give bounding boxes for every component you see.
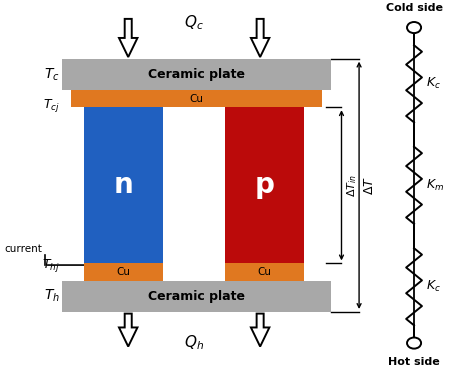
Bar — [225, 107, 304, 263]
Circle shape — [407, 337, 421, 349]
Text: $T_{cj}$: $T_{cj}$ — [43, 97, 60, 114]
Text: Ceramic plate: Ceramic plate — [148, 68, 245, 81]
Text: $Q_h$: $Q_h$ — [184, 334, 204, 352]
Text: Ceramic plate: Ceramic plate — [148, 290, 245, 303]
Bar — [71, 90, 322, 107]
Bar — [62, 59, 330, 90]
Text: current: current — [5, 245, 43, 255]
Text: $\Delta T$: $\Delta T$ — [363, 176, 375, 195]
Bar — [84, 107, 164, 263]
FancyArrow shape — [251, 19, 269, 57]
Text: $\Delta T_{in}$: $\Delta T_{in}$ — [345, 174, 359, 197]
Text: $K_c$: $K_c$ — [427, 76, 441, 91]
Text: $Q_c$: $Q_c$ — [184, 13, 204, 32]
Text: Cu: Cu — [117, 267, 131, 277]
Bar — [225, 263, 304, 281]
Text: Cold side: Cold side — [385, 3, 443, 13]
FancyArrow shape — [119, 314, 137, 347]
FancyArrow shape — [119, 19, 137, 57]
Text: $T_{hj}$: $T_{hj}$ — [43, 256, 60, 273]
Text: Cu: Cu — [257, 267, 272, 277]
Text: p: p — [255, 171, 274, 199]
FancyArrow shape — [251, 314, 269, 347]
Text: n: n — [114, 171, 134, 199]
Text: Hot side: Hot side — [388, 357, 440, 367]
Text: $K_m$: $K_m$ — [427, 178, 445, 193]
Text: Cu: Cu — [190, 94, 203, 104]
Text: $K_c$: $K_c$ — [427, 279, 441, 294]
Bar — [84, 263, 164, 281]
Text: $T_c$: $T_c$ — [45, 66, 60, 83]
Text: $T_h$: $T_h$ — [44, 288, 60, 305]
Bar — [62, 281, 330, 312]
Circle shape — [407, 22, 421, 33]
